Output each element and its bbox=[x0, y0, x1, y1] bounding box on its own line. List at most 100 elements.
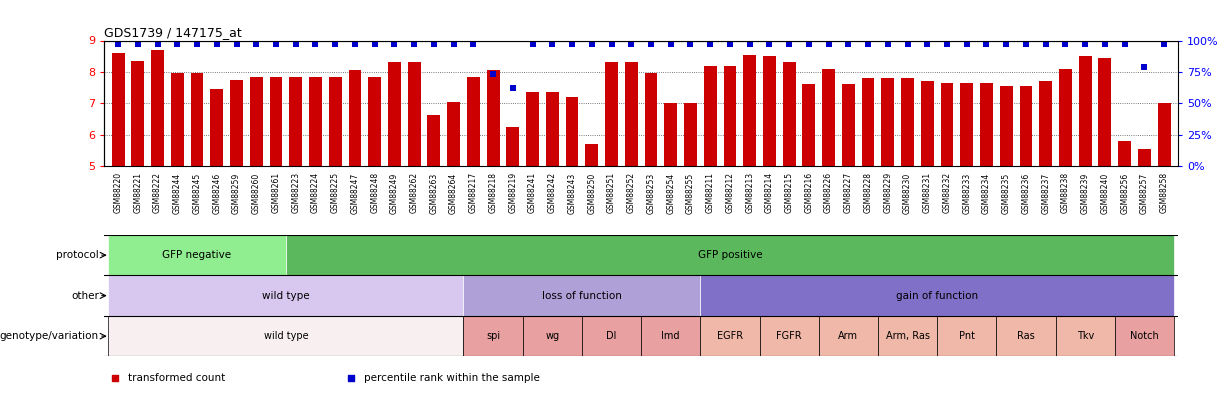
Bar bbox=[546, 92, 558, 166]
Point bbox=[838, 41, 858, 47]
Bar bbox=[388, 62, 401, 166]
Bar bbox=[270, 77, 282, 166]
Point bbox=[701, 41, 720, 47]
Point bbox=[345, 41, 364, 47]
Point bbox=[996, 41, 1016, 47]
Point bbox=[325, 41, 345, 47]
Text: Pnt: Pnt bbox=[958, 331, 974, 341]
Point bbox=[1135, 64, 1155, 70]
Bar bbox=[131, 61, 145, 166]
Text: genotype/variation: genotype/variation bbox=[0, 331, 99, 341]
Bar bbox=[467, 77, 480, 166]
Bar bbox=[309, 77, 321, 166]
Text: GDS1739 / 147175_at: GDS1739 / 147175_at bbox=[104, 26, 242, 39]
Bar bbox=[507, 127, 519, 166]
Point bbox=[227, 41, 247, 47]
Point bbox=[147, 41, 167, 47]
Point bbox=[898, 41, 918, 47]
Point bbox=[188, 41, 207, 47]
Bar bbox=[724, 66, 736, 166]
Point bbox=[106, 375, 125, 382]
Bar bbox=[961, 83, 973, 166]
Text: Dl: Dl bbox=[606, 331, 617, 341]
Bar bbox=[640, 316, 701, 356]
Point bbox=[207, 41, 227, 47]
Bar bbox=[1079, 56, 1092, 166]
Point bbox=[1155, 41, 1174, 47]
Bar bbox=[112, 53, 124, 166]
Point bbox=[286, 41, 306, 47]
Bar bbox=[487, 70, 499, 166]
Text: wg: wg bbox=[545, 331, 560, 341]
Bar bbox=[582, 316, 640, 356]
Text: Notch: Notch bbox=[1130, 331, 1158, 341]
Point bbox=[918, 41, 937, 47]
Point bbox=[1016, 41, 1036, 47]
Text: Arm, Ras: Arm, Ras bbox=[886, 331, 930, 341]
Bar bbox=[842, 85, 855, 166]
Bar bbox=[861, 78, 875, 166]
Bar bbox=[1158, 103, 1171, 166]
Bar bbox=[996, 316, 1055, 356]
Bar bbox=[920, 81, 934, 166]
Text: Ras: Ras bbox=[1017, 331, 1034, 341]
Bar bbox=[605, 62, 618, 166]
Point bbox=[562, 41, 582, 47]
Point bbox=[341, 375, 361, 382]
Text: Arm: Arm bbox=[838, 331, 859, 341]
Point bbox=[384, 41, 404, 47]
Bar bbox=[526, 92, 539, 166]
Bar bbox=[348, 70, 362, 166]
Point bbox=[1036, 41, 1055, 47]
Point bbox=[483, 71, 503, 78]
Text: Imd: Imd bbox=[661, 331, 680, 341]
Point bbox=[779, 41, 799, 47]
Text: transformed count: transformed count bbox=[128, 373, 226, 383]
Bar bbox=[190, 73, 204, 166]
Bar bbox=[171, 73, 184, 166]
Bar bbox=[1039, 81, 1052, 166]
Point bbox=[681, 41, 701, 47]
Bar bbox=[464, 275, 701, 316]
Point bbox=[503, 85, 523, 92]
Point bbox=[601, 41, 621, 47]
Bar bbox=[108, 275, 464, 316]
Bar bbox=[231, 80, 243, 166]
Bar bbox=[1118, 141, 1131, 166]
Text: GFP negative: GFP negative bbox=[162, 250, 232, 260]
Bar bbox=[980, 83, 993, 166]
Point bbox=[582, 41, 601, 47]
Point bbox=[425, 41, 444, 47]
Bar bbox=[523, 316, 582, 356]
Point bbox=[364, 41, 384, 47]
Bar bbox=[1000, 86, 1012, 166]
Bar bbox=[368, 77, 382, 166]
Point bbox=[542, 41, 562, 47]
Bar bbox=[881, 78, 894, 166]
Point bbox=[266, 41, 286, 47]
Bar bbox=[941, 83, 953, 166]
Bar bbox=[704, 66, 717, 166]
Point bbox=[661, 41, 681, 47]
Point bbox=[1115, 41, 1135, 47]
Bar bbox=[1059, 69, 1072, 166]
Bar bbox=[108, 235, 286, 275]
Bar bbox=[447, 102, 460, 166]
Bar bbox=[901, 78, 914, 166]
Bar bbox=[644, 73, 658, 166]
Bar bbox=[802, 85, 815, 166]
Bar bbox=[407, 62, 421, 166]
Bar bbox=[1115, 316, 1174, 356]
Text: wild type: wild type bbox=[264, 331, 308, 341]
Point bbox=[858, 41, 877, 47]
Bar bbox=[464, 316, 523, 356]
Point bbox=[108, 41, 128, 47]
Bar bbox=[822, 69, 836, 166]
Bar bbox=[566, 97, 578, 166]
Bar bbox=[879, 316, 937, 356]
Bar bbox=[1098, 58, 1112, 166]
Point bbox=[642, 41, 661, 47]
Point bbox=[523, 41, 542, 47]
Bar bbox=[1020, 86, 1032, 166]
Point bbox=[760, 41, 779, 47]
